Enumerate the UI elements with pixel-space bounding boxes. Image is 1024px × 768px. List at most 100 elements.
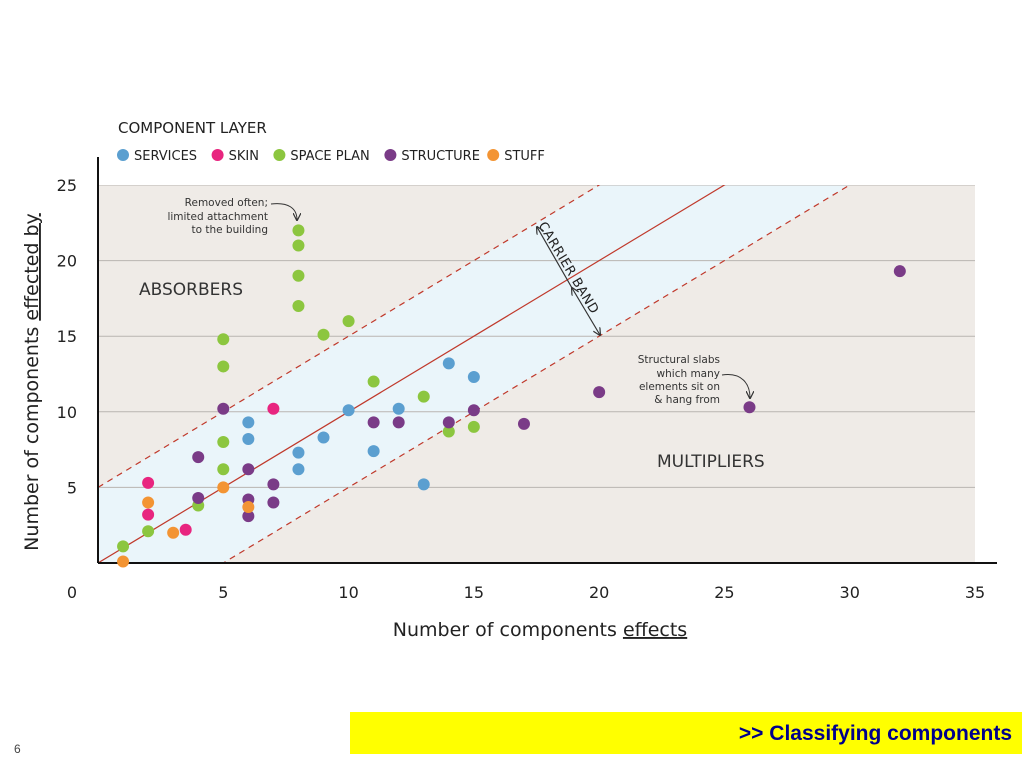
x-axis-title-emphasis: effects (623, 619, 687, 641)
data-point-space-plan (292, 269, 305, 282)
x-tick-label: 5 (218, 583, 228, 602)
data-point-skin (142, 508, 155, 521)
data-point-structure (267, 478, 280, 491)
y-tick-label: 5 (67, 478, 77, 497)
y-tick-labels: 5 10 15 20 25 (57, 176, 77, 497)
y-tick-label: 15 (57, 327, 77, 346)
title-banner: >> Classifying components (350, 712, 1022, 754)
absorbers-label: ABSORBERS (139, 280, 243, 300)
data-point-space-plan (317, 328, 330, 341)
data-point-services (392, 402, 405, 415)
legend-marker (487, 149, 500, 161)
equality-line (98, 185, 726, 563)
data-point-services (292, 463, 305, 476)
data-point-services (292, 446, 305, 459)
legend-label: SPACE PLAN (290, 149, 369, 164)
multipliers-label: MULTIPLIERS (657, 452, 765, 472)
data-point-space-plan (117, 540, 130, 553)
legend-label: STRUCTURE (401, 149, 480, 164)
annotation-arrow (270, 203, 297, 220)
data-point-stuff (117, 555, 130, 568)
data-point-space-plan (417, 390, 430, 403)
data-point-services (442, 357, 455, 370)
x-tick-label: 35 (965, 583, 985, 602)
data-point-structure (442, 416, 455, 429)
band-lower-boundary (222, 185, 851, 563)
y-tick-label: 10 (57, 403, 77, 422)
data-point-structure (517, 417, 530, 430)
data-point-services (417, 478, 430, 491)
data-point-space-plan (467, 420, 480, 433)
data-point-stuff (167, 526, 180, 539)
data-points (117, 224, 906, 568)
data-point-structure (593, 386, 606, 399)
data-point-space-plan (217, 463, 230, 476)
x-tick-label: 15 (464, 583, 484, 602)
data-point-stuff (217, 481, 230, 494)
page-number: 6 (14, 742, 21, 756)
y-axis-title-emphasis: effected by (21, 213, 43, 320)
x-tick-label: 10 (338, 583, 358, 602)
data-point-services (467, 371, 480, 384)
y-axis-title: Number of components effected by (21, 213, 43, 551)
x-tick-label: 30 (840, 583, 860, 602)
data-point-services (242, 433, 255, 446)
data-point-structure (217, 402, 230, 415)
data-point-skin (179, 523, 192, 536)
x-axis-title: Number of components effects (393, 619, 687, 641)
data-point-space-plan (217, 333, 230, 346)
data-point-structure (192, 491, 205, 504)
data-point-services (242, 416, 255, 429)
legend-marker (211, 149, 224, 161)
data-point-services (367, 445, 380, 458)
data-point-skin (142, 476, 155, 489)
data-point-space-plan (142, 525, 155, 538)
x-tick-labels: 0 5 10 15 20 25 30 35 (67, 583, 985, 602)
data-point-space-plan (442, 425, 455, 438)
data-point-structure (743, 401, 756, 414)
data-point-structure (242, 510, 255, 523)
data-point-space-plan (217, 436, 230, 449)
data-point-stuff (142, 496, 155, 509)
x-tick-label: 25 (714, 583, 734, 602)
svg-text:Removed often;limited attachme: Removed often; limited attachment to the b… (167, 197, 268, 236)
legend-marker (117, 149, 129, 161)
legend-label: SKIN (229, 149, 259, 164)
data-point-structure (392, 416, 405, 429)
data-point-space-plan (292, 224, 305, 237)
data-point-structure (467, 404, 480, 417)
data-point-structure (242, 463, 255, 476)
data-point-structure (267, 496, 280, 509)
legend-title: COMPONENT LAYER (118, 119, 267, 137)
legend-marker (384, 149, 397, 161)
annotation-structural-slabs: Structural slabs which many elements sit o… (638, 354, 750, 406)
band-upper-boundary (98, 185, 601, 488)
data-point-services (342, 404, 355, 417)
data-point-space-plan (292, 299, 305, 312)
legend-label: SERVICES (134, 149, 197, 164)
y-tick-label: 20 (57, 252, 77, 271)
data-point-space-plan (292, 239, 305, 252)
legend: SERVICES SKIN SPACE PLAN STRUCTURE STUFF (117, 149, 545, 164)
x-tick-label: 20 (589, 583, 609, 602)
banner-text: >> Classifying components (738, 722, 1012, 745)
data-point-services (317, 431, 330, 444)
data-point-structure (367, 416, 380, 429)
data-point-structure (192, 451, 205, 464)
data-point-space-plan (342, 315, 355, 328)
data-point-skin (267, 402, 280, 415)
annotation-removed-often: Removed often; limited attachment to the b… (167, 197, 297, 236)
legend-marker (273, 149, 286, 161)
gridlines (98, 185, 975, 488)
data-point-stuff (242, 501, 255, 514)
data-point-structure (893, 265, 906, 278)
annotation-arrow (721, 374, 750, 398)
x-tick-label: 0 (67, 583, 77, 602)
data-point-space-plan (217, 360, 230, 373)
legend-label: STUFF (504, 149, 545, 164)
data-point-space-plan (367, 375, 380, 388)
y-tick-label: 25 (57, 176, 77, 195)
carrier-band-arrow (537, 227, 572, 288)
